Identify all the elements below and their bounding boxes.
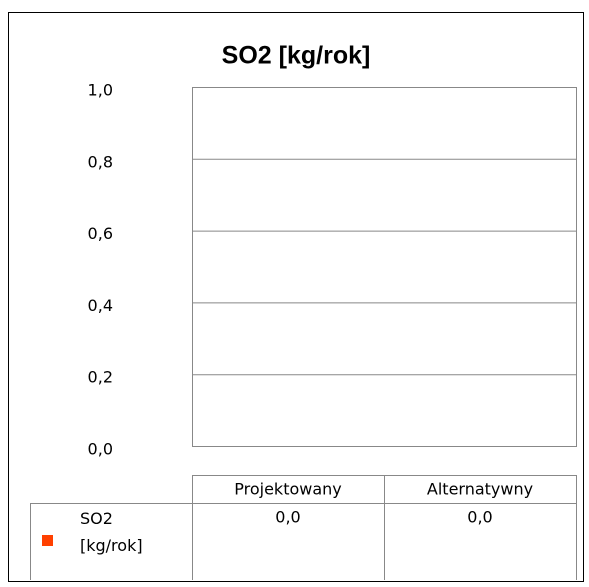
data-label: 0,0 (275, 508, 300, 527)
y-tick-label: 0,8 (88, 152, 113, 171)
y-tick-label: 0,6 (88, 224, 113, 243)
plot-area (192, 87, 577, 447)
y-tick-label: 0,0 (88, 440, 113, 459)
legend-swatch (42, 535, 53, 546)
legend-label: SO2 [kg/rok] (80, 509, 143, 555)
y-tick-label: 1,0 (88, 81, 113, 100)
legend-label-text: SO2 [kg/rok] (80, 509, 143, 555)
y-tick-label: 0,2 (88, 368, 113, 387)
y-tick-label: 0,4 (88, 296, 113, 315)
x-tick-label: Projektowany (234, 480, 342, 499)
x-tick-label: Alternatywny (427, 480, 533, 499)
data-label: 0,0 (467, 508, 492, 527)
chart-title: SO2 [kg/rok] (222, 42, 371, 70)
